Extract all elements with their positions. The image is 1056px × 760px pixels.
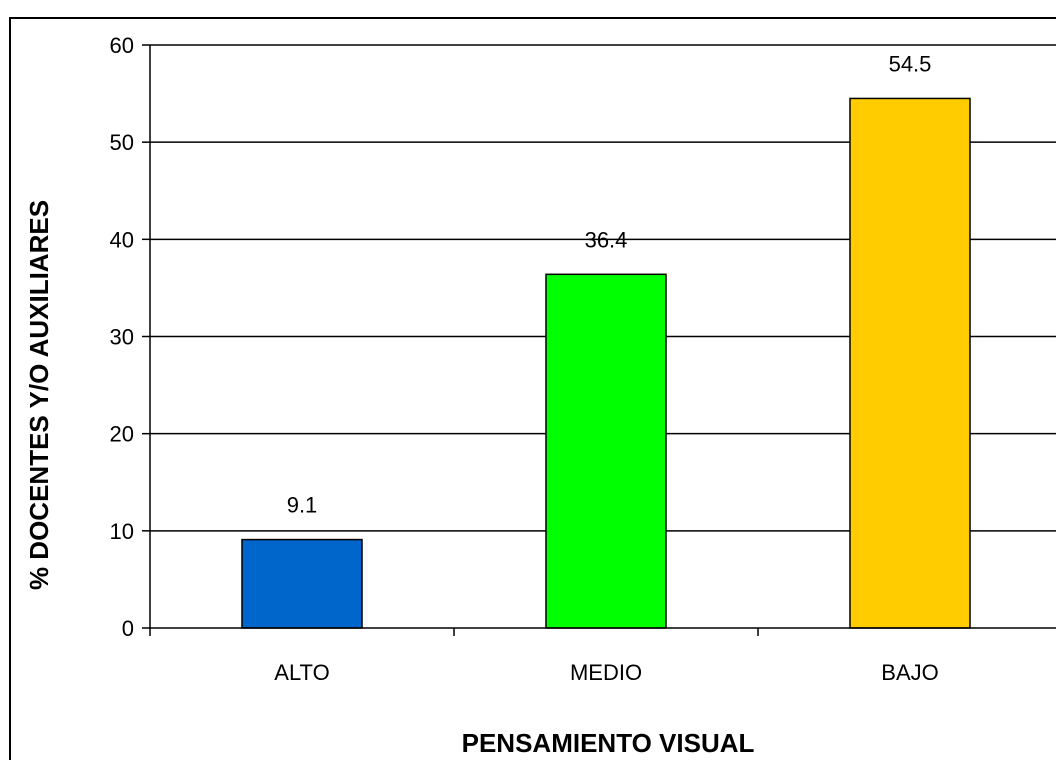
y-tick-label: 0 [122, 616, 134, 641]
bar-bajo [849, 97, 971, 629]
bar-medio [545, 273, 667, 629]
data-label: 9.1 [287, 493, 318, 518]
x-tick-label: BAJO [881, 660, 938, 685]
chart-border [9, 17, 1056, 760]
y-tick-label: 20 [110, 422, 134, 447]
y-tick-label: 60 [110, 33, 134, 58]
y-tick-label: 50 [110, 130, 134, 155]
data-label: 36.4 [585, 227, 628, 252]
x-tick-labels: ALTO MEDIO BAJO [274, 660, 938, 685]
x-axis-title: PENSAMIENTO VISUAL [462, 728, 755, 758]
x-tick-label: ALTO [274, 660, 329, 685]
y-tick-labels: 0 10 20 30 40 50 60 [110, 33, 134, 641]
y-tick-label: 10 [110, 519, 134, 544]
y-axis-title: % DOCENTES Y/O AUXILIARES [24, 200, 54, 590]
data-labels: 9.1 36.4 54.5 [287, 51, 932, 517]
y-tick-label: 40 [110, 227, 134, 252]
x-tick-label: MEDIO [570, 660, 642, 685]
bar-alto [241, 538, 363, 629]
y-tick-label: 30 [110, 325, 134, 350]
axes [142, 44, 1056, 636]
data-label: 54.5 [889, 51, 932, 76]
bars [241, 97, 971, 629]
